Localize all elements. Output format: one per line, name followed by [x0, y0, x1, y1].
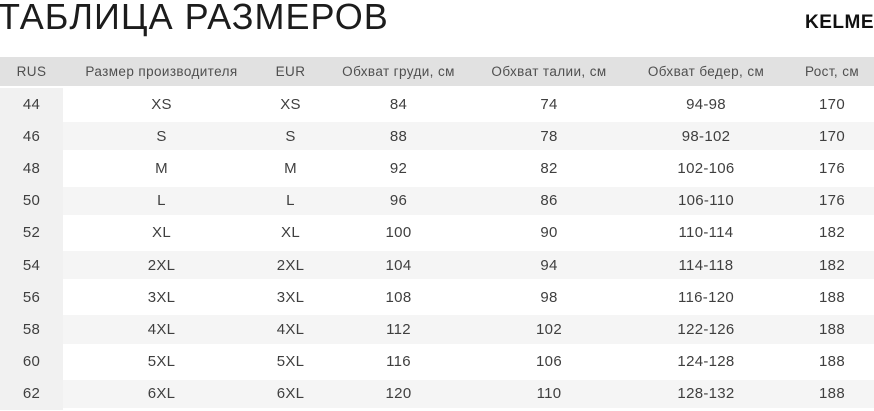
cell-r9-c5: 128-132	[622, 377, 790, 410]
table-row-54: 54 2XL 2XL 104 94 114-118 182	[0, 248, 874, 282]
cell-r0-c6: 170	[790, 88, 874, 121]
page-title: ТАБЛИЦА РАЗМЕРОВ	[0, 0, 389, 37]
column-header-2: EUR	[260, 57, 321, 88]
cell-r2-c3: 92	[321, 152, 476, 185]
cell-r5-c2: 2XL	[260, 248, 321, 282]
size-table: RUS Размер производителя EUR Обхват груди, …	[0, 57, 874, 410]
cell-r9-c2: 6XL	[260, 377, 321, 410]
table-row-46: 46 S S 88 78 98-102 170	[0, 120, 874, 153]
cell-r3-c3: 96	[321, 184, 476, 217]
cell-r1-c2: S	[260, 120, 321, 153]
cell-r6-c2: 3XL	[260, 281, 321, 314]
cell-r9-c6: 188	[790, 377, 874, 410]
cell-r2-c2: M	[260, 152, 321, 185]
cell-r6-c0: 56	[0, 281, 63, 314]
cell-r4-c5: 110-114	[622, 216, 790, 249]
cell-r4-c0: 52	[0, 216, 63, 249]
table-row-52: 52 XL XL 100 90 110-114 182	[0, 216, 874, 249]
topbar: ТАБЛИЦА РАЗМЕРОВ KELME	[0, 0, 874, 57]
cell-r5-c4: 94	[476, 248, 622, 282]
cell-r6-c3: 108	[321, 281, 476, 314]
table-row-62: 62 6XL 6XL 120 110 128-132 188	[0, 377, 874, 410]
cell-r7-c3: 112	[321, 313, 476, 346]
cell-r0-c4: 74	[476, 88, 622, 121]
table-row-50: 50 L L 96 86 106-110 176	[0, 184, 874, 217]
cell-r8-c3: 116	[321, 345, 476, 378]
cell-r2-c0: 48	[0, 152, 63, 185]
cell-r8-c0: 60	[0, 345, 63, 378]
brand-logo: KELME	[805, 12, 874, 33]
cell-r8-c1: 5XL	[63, 345, 260, 378]
cell-r4-c3: 100	[321, 216, 476, 249]
cell-r2-c5: 102-106	[622, 152, 790, 185]
cell-r3-c0: 50	[0, 184, 63, 217]
size-table-body: 44 XS XS 84 74 94-98 170 46 S S 88 78 98-102 170 48 M M 9…	[0, 88, 874, 410]
table-row-56: 56 3XL 3XL 108 98 116-120 188	[0, 281, 874, 314]
cell-r6-c1: 3XL	[63, 281, 260, 314]
cell-r7-c4: 102	[476, 313, 622, 346]
cell-r8-c5: 124-128	[622, 345, 790, 378]
cell-r7-c2: 4XL	[260, 313, 321, 346]
size-table-head: RUS Размер производителя EUR Обхват груди, …	[0, 57, 874, 88]
cell-r5-c0: 54	[0, 248, 63, 282]
cell-r3-c4: 86	[476, 184, 622, 217]
cell-r9-c3: 120	[321, 377, 476, 410]
cell-r0-c5: 94-98	[622, 88, 790, 121]
table-row-58: 58 4XL 4XL 112 102 122-126 188	[0, 313, 874, 346]
cell-r0-c0: 44	[0, 88, 63, 121]
cell-r9-c1: 6XL	[63, 377, 260, 410]
cell-r1-c5: 98-102	[622, 120, 790, 153]
cell-r2-c1: M	[63, 152, 260, 185]
cell-r8-c6: 188	[790, 345, 874, 378]
cell-r3-c5: 106-110	[622, 184, 790, 217]
column-header-3: Обхват груди, см	[321, 57, 476, 88]
table-row-60: 60 5XL 5XL 116 106 124-128 188	[0, 345, 874, 378]
cell-r5-c3: 104	[321, 248, 476, 282]
cell-r7-c5: 122-126	[622, 313, 790, 346]
cell-r0-c3: 84	[321, 88, 476, 121]
column-header-5: Обхват бедер, см	[622, 57, 790, 88]
cell-r6-c4: 98	[476, 281, 622, 314]
cell-r1-c4: 78	[476, 120, 622, 153]
cell-r1-c3: 88	[321, 120, 476, 153]
header-row: RUS Размер производителя EUR Обхват груди, …	[0, 57, 874, 88]
cell-r9-c0: 62	[0, 377, 63, 410]
cell-r7-c1: 4XL	[63, 313, 260, 346]
cell-r3-c2: L	[260, 184, 321, 217]
cell-r4-c2: XL	[260, 216, 321, 249]
cell-r8-c2: 5XL	[260, 345, 321, 378]
table-row-48: 48 M M 92 82 102-106 176	[0, 152, 874, 185]
cell-r1-c1: S	[63, 120, 260, 153]
cell-r3-c6: 176	[790, 184, 874, 217]
cell-r5-c1: 2XL	[63, 248, 260, 282]
cell-r7-c6: 188	[790, 313, 874, 346]
cell-r6-c5: 116-120	[622, 281, 790, 314]
column-header-4: Обхват талии, см	[476, 57, 622, 88]
cell-r1-c6: 170	[790, 120, 874, 153]
cell-r2-c4: 82	[476, 152, 622, 185]
cell-r8-c4: 106	[476, 345, 622, 378]
cell-r5-c6: 182	[790, 248, 874, 282]
cell-r0-c1: XS	[63, 88, 260, 121]
column-header-0: RUS	[0, 57, 63, 88]
cell-r4-c4: 90	[476, 216, 622, 249]
column-header-1: Размер производителя	[63, 57, 260, 88]
cell-r6-c6: 188	[790, 281, 874, 314]
cell-r9-c4: 110	[476, 377, 622, 410]
column-header-6: Рост, см	[790, 57, 874, 88]
cell-r2-c6: 176	[790, 152, 874, 185]
cell-r3-c1: L	[63, 184, 260, 217]
cell-r5-c5: 114-118	[622, 248, 790, 282]
cell-r4-c6: 182	[790, 216, 874, 249]
cell-r0-c2: XS	[260, 88, 321, 121]
table-row-44: 44 XS XS 84 74 94-98 170	[0, 88, 874, 121]
cell-r7-c0: 58	[0, 313, 63, 346]
cell-r1-c0: 46	[0, 120, 63, 153]
cell-r4-c1: XL	[63, 216, 260, 249]
